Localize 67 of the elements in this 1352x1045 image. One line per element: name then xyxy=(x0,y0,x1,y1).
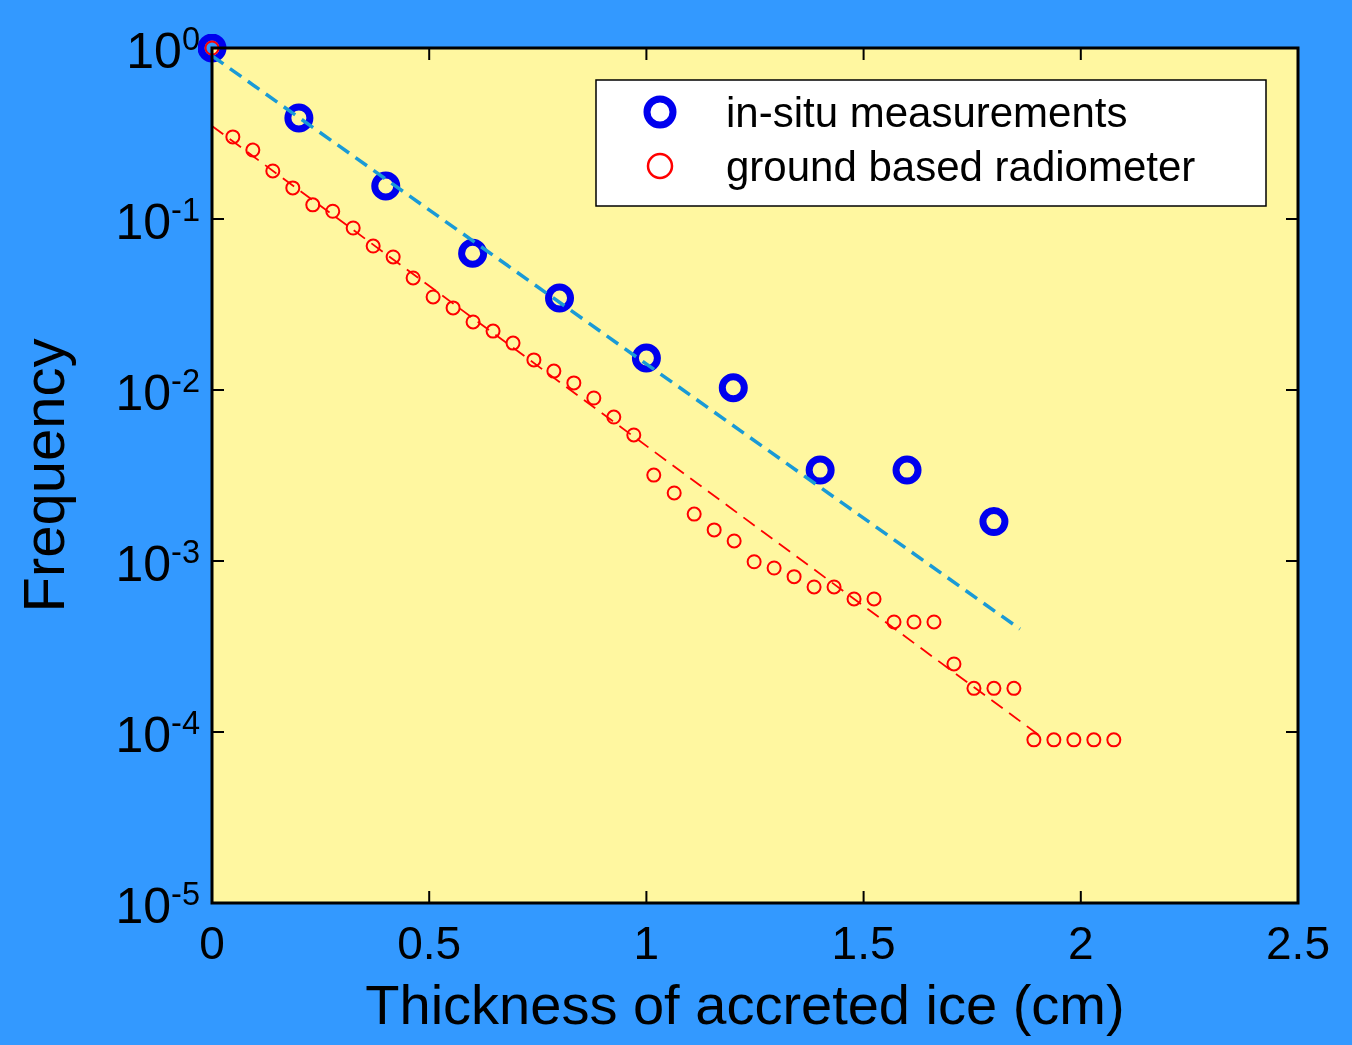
y-tick-label: 10$^{-1}$ xyxy=(115,192,200,250)
point xyxy=(926,614,942,630)
point xyxy=(826,579,842,595)
point xyxy=(892,455,922,485)
point xyxy=(906,614,922,630)
point xyxy=(718,373,748,403)
point xyxy=(786,569,802,585)
point xyxy=(1046,732,1062,748)
point xyxy=(546,363,562,379)
point xyxy=(526,352,542,368)
point xyxy=(1026,732,1042,748)
point xyxy=(1106,732,1122,748)
point xyxy=(746,554,762,570)
point xyxy=(445,300,461,316)
point xyxy=(586,390,602,406)
y-tick-label: 10$^{-4}$ xyxy=(115,705,200,763)
point xyxy=(706,522,722,538)
y-tick-label: 10$^{-3}$ xyxy=(115,534,200,592)
point xyxy=(1006,680,1022,696)
legend-label: in-situ measurements xyxy=(726,89,1128,136)
point xyxy=(325,203,341,219)
point xyxy=(626,427,642,443)
point xyxy=(225,129,241,145)
point xyxy=(285,180,301,196)
point xyxy=(1086,732,1102,748)
point xyxy=(966,680,982,696)
point xyxy=(806,579,822,595)
point xyxy=(425,289,441,305)
point xyxy=(646,467,662,483)
point xyxy=(846,591,862,607)
y-tick-label: 10$^{-5}$ xyxy=(115,876,200,934)
point xyxy=(545,283,575,313)
y-axis-title: Frequency xyxy=(11,338,76,613)
point xyxy=(465,314,481,330)
point xyxy=(1066,732,1082,748)
x-tick-label: 2 xyxy=(1068,917,1094,969)
point xyxy=(245,142,261,158)
x-tick-label: 0.5 xyxy=(397,917,462,969)
y-tick-label: 10$^{-2}$ xyxy=(115,363,200,421)
y-tick-label: 10$^{0}$ xyxy=(126,21,200,79)
point xyxy=(505,335,521,351)
x-axis-title: Thickness of accreted ice (cm) xyxy=(365,973,1125,1036)
point xyxy=(886,614,902,630)
point xyxy=(686,506,702,522)
point xyxy=(485,323,501,339)
legend-label: ground based radiometer xyxy=(726,143,1196,190)
point xyxy=(365,238,381,254)
point xyxy=(566,375,582,391)
point xyxy=(631,343,661,373)
point xyxy=(805,455,835,485)
point xyxy=(766,560,782,576)
x-tick-label: 2.5 xyxy=(1266,917,1330,969)
point xyxy=(265,163,281,179)
point xyxy=(726,533,742,549)
point xyxy=(979,507,1009,537)
x-tick-label: 1 xyxy=(633,917,660,969)
point xyxy=(606,409,622,425)
x-tick-label: 0 xyxy=(199,917,225,969)
x-tick-label: 1.5 xyxy=(831,917,896,969)
point xyxy=(986,680,1002,696)
point xyxy=(345,220,361,236)
point xyxy=(305,197,321,213)
point xyxy=(405,270,421,286)
point xyxy=(385,249,401,265)
point xyxy=(866,591,882,607)
point xyxy=(946,656,962,672)
point xyxy=(666,485,682,501)
